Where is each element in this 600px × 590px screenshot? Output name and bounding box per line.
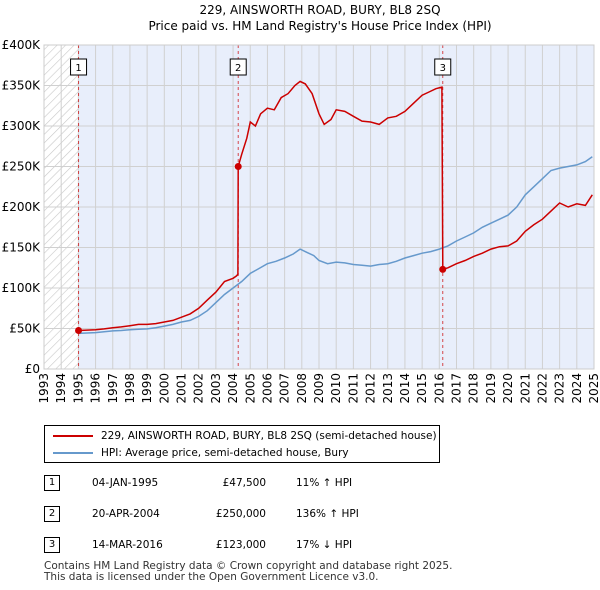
x-tick-label: 2011	[346, 373, 360, 404]
x-tick-label: 1996	[89, 373, 103, 404]
sale-label-box	[70, 58, 88, 76]
x-tick-label: 2012	[364, 373, 378, 404]
footer-copyright: Contains HM Land Registry data © Crown c…	[44, 560, 453, 572]
x-tick-label: 2007	[278, 373, 292, 404]
legend-label-property: 229, AINSWORTH ROAD, BURY, BL8 2SQ (semi…	[101, 430, 437, 442]
x-tick-label: 2025	[587, 373, 600, 404]
y-tick-label: £250K	[2, 160, 42, 174]
footer-licence: This data is licensed under the Open Gov…	[44, 571, 379, 583]
sale-price: £123,000	[215, 539, 266, 551]
sale-marker	[75, 327, 83, 335]
x-tick-label: 1994	[54, 373, 68, 404]
x-tick-label: 1999	[140, 373, 154, 404]
x-tick-label: 2017	[450, 373, 464, 404]
price-chart: 229, AINSWORTH ROAD, BURY, BL8 2SQ Price…	[2, 3, 600, 404]
x-tick-label: 2022	[535, 373, 549, 404]
legend-swatch-hpi	[53, 452, 93, 454]
sale-date: 04-JAN-1995	[92, 477, 159, 489]
legend-swatch-property	[53, 435, 93, 437]
x-tick-label: 1993	[37, 373, 51, 404]
y-tick-label: £400K	[2, 38, 42, 52]
x-tick-label: 2024	[570, 373, 584, 404]
sale-hpi: 17% ↓ HPI	[296, 539, 353, 551]
sale-label-box	[434, 58, 452, 76]
x-tick-label: 1995	[71, 373, 85, 404]
x-tick-label: 2003	[209, 373, 223, 404]
sale-badge: 2	[44, 506, 60, 522]
x-tick-label: 2023	[553, 373, 567, 404]
x-tick-label: 2004	[226, 373, 240, 404]
y-tick-label: £150K	[2, 241, 42, 255]
sale-price: £250,000	[215, 508, 266, 520]
x-tick-label: 1998	[123, 373, 137, 404]
y-tick-label: £350K	[2, 79, 42, 93]
x-tick-label: 2000	[157, 373, 171, 404]
sale-row: 3 14-MAR-2016 £123,000 17% ↓ HPI	[0, 537, 600, 557]
x-tick-label: 2021	[518, 373, 532, 404]
x-tick-label: 2013	[381, 373, 395, 404]
sale-badge: 3	[44, 537, 60, 553]
x-tick-label: 2018	[467, 373, 481, 404]
x-tick-label: 2002	[192, 373, 206, 404]
sale-label-text: 1	[75, 63, 81, 74]
legend-label-hpi: HPI: Average price, semi-detached house,…	[101, 447, 349, 459]
sale-marker	[234, 163, 242, 170]
y-tick-label: £200K	[2, 200, 42, 214]
x-tick-label: 2016	[432, 373, 446, 404]
x-tick-label: 1997	[106, 373, 120, 404]
legend: 229, AINSWORTH ROAD, BURY, BL8 2SQ (semi…	[44, 425, 440, 463]
sale-badge: 1	[44, 475, 60, 491]
plot-area: 1 2 3 £0 £50K £100K £150K £200K £250K £300K £350K £…	[2, 38, 600, 404]
sale-date: 20-APR-2004	[92, 508, 160, 520]
price-paid-line	[78, 80, 593, 332]
x-tick-label: 2005	[243, 373, 257, 404]
x-tick-label: 2020	[501, 373, 515, 404]
x-tick-label: 2010	[329, 373, 343, 404]
plot-frame	[43, 44, 595, 370]
sale-date: 14-MAR-2016	[92, 539, 163, 551]
x-tick-label: 2006	[260, 373, 274, 404]
sale-row: 2 20-APR-2004 £250,000 136% ↑ HPI	[0, 506, 600, 526]
sale-price: £47,500	[222, 477, 266, 489]
y-tick-label: £300K	[2, 119, 42, 133]
x-tick-label: 2019	[484, 373, 498, 404]
sale-label-text: 3	[440, 63, 446, 74]
chart-title: 229, AINSWORTH ROAD, BURY, BL8 2SQ	[199, 3, 440, 17]
sale-label-text: 2	[235, 63, 241, 74]
footer: Contains HM Land Registry data © Crown c…	[44, 561, 452, 583]
sale-marker	[439, 265, 447, 273]
y-tick-label: £50K	[9, 322, 41, 336]
sale-row: 1 04-JAN-1995 £47,500 11% ↑ HPI	[0, 475, 600, 495]
sale-label-box	[229, 58, 247, 76]
y-tick-label: £0	[25, 362, 40, 376]
x-tick-label: 2014	[398, 373, 412, 404]
chart-subtitle: Price paid vs. HM Land Registry's House …	[148, 19, 491, 33]
x-tick-label: 2008	[295, 373, 309, 404]
x-tick-label: 2015	[415, 373, 429, 404]
sale-hpi: 11% ↑ HPI	[296, 477, 353, 489]
y-tick-label: £100K	[2, 281, 42, 295]
x-tick-label: 2009	[312, 373, 326, 404]
x-tick-label: 2001	[175, 373, 189, 404]
hpi-line	[78, 156, 593, 335]
sale-hpi: 136% ↑ HPI	[296, 508, 359, 520]
